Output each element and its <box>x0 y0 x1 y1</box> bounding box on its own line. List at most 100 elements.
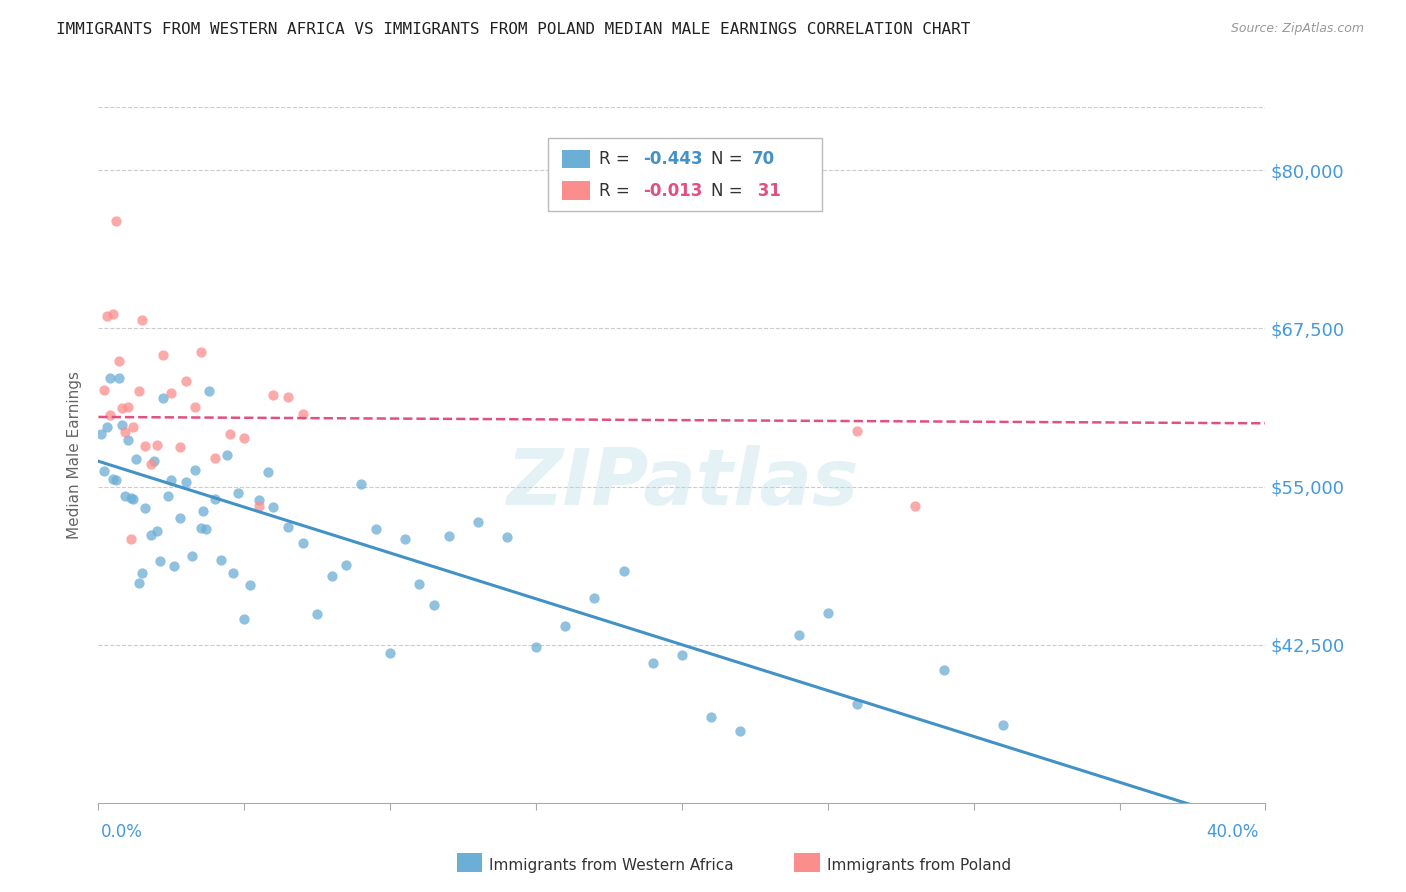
Point <box>641 656 664 670</box>
Point <box>321 568 343 582</box>
Point <box>139 458 162 472</box>
Point <box>180 549 202 563</box>
Text: 70: 70 <box>752 150 775 169</box>
Text: 40.0%: 40.0% <box>1206 822 1258 840</box>
Point <box>134 439 156 453</box>
Text: R =: R = <box>599 150 636 169</box>
Point <box>364 522 387 536</box>
Text: IMMIGRANTS FROM WESTERN AFRICA VS IMMIGRANTS FROM POLAND MEDIAN MALE EARNINGS CO: IMMIGRANTS FROM WESTERN AFRICA VS IMMIGR… <box>56 22 970 37</box>
Point <box>1108 812 1130 826</box>
Point <box>108 354 131 368</box>
Point <box>183 401 205 415</box>
Text: N =: N = <box>711 150 748 169</box>
Point <box>524 640 547 654</box>
Point <box>183 463 205 477</box>
Point <box>380 646 402 660</box>
Point <box>104 473 127 487</box>
Point <box>160 473 183 487</box>
Point <box>93 384 115 398</box>
Point <box>134 500 156 515</box>
Point <box>157 489 180 503</box>
Point <box>101 307 124 321</box>
Text: Immigrants from Western Africa: Immigrants from Western Africa <box>489 858 734 872</box>
Bar <box>548 138 823 211</box>
Text: N =: N = <box>711 182 748 200</box>
Point <box>218 427 240 442</box>
Point <box>104 214 127 228</box>
Point <box>93 464 115 478</box>
Text: ZIPatlas: ZIPatlas <box>506 445 858 521</box>
Point <box>204 450 226 465</box>
Point <box>120 532 142 546</box>
Text: -0.443: -0.443 <box>644 150 703 169</box>
Point <box>198 384 221 398</box>
Point <box>262 500 284 514</box>
Point <box>846 424 869 438</box>
Point <box>277 390 299 404</box>
Point <box>554 618 576 632</box>
Point <box>90 426 112 441</box>
Point <box>700 710 723 724</box>
Point <box>496 530 519 544</box>
Point <box>437 529 460 543</box>
Point <box>96 420 118 434</box>
Point <box>195 523 218 537</box>
Bar <box>562 150 589 169</box>
Text: Immigrants from Poland: Immigrants from Poland <box>827 858 1011 872</box>
Point <box>122 491 145 506</box>
Point <box>120 491 142 505</box>
Point <box>101 472 124 486</box>
Point <box>152 349 174 363</box>
Point <box>787 628 810 642</box>
Point <box>117 401 139 415</box>
Point <box>307 607 329 622</box>
Point <box>239 577 262 591</box>
Point <box>408 577 430 591</box>
Point <box>277 520 299 534</box>
Point <box>174 374 197 388</box>
Point <box>131 313 153 327</box>
Point <box>139 528 162 542</box>
Point <box>108 371 131 385</box>
Point <box>131 566 153 581</box>
Point <box>96 309 118 323</box>
Point <box>174 475 197 490</box>
Point <box>122 420 145 434</box>
Point <box>991 718 1014 732</box>
Point <box>152 391 174 405</box>
Point <box>612 564 634 578</box>
Point <box>583 591 606 606</box>
Point <box>730 724 752 739</box>
Point <box>817 607 839 621</box>
Point <box>114 489 136 503</box>
Point <box>128 576 150 591</box>
Point <box>233 432 256 446</box>
Text: R =: R = <box>599 182 636 200</box>
Point <box>228 486 250 500</box>
Point <box>98 371 121 385</box>
Point <box>904 499 927 513</box>
Point <box>190 345 212 359</box>
Point <box>146 524 169 539</box>
Point <box>128 384 150 398</box>
Point <box>146 438 169 452</box>
Point <box>169 440 191 454</box>
Point <box>934 663 956 677</box>
Point <box>125 452 148 467</box>
Point <box>335 558 357 573</box>
Bar <box>562 181 589 200</box>
Point <box>350 476 373 491</box>
Point <box>111 417 134 432</box>
Text: 0.0%: 0.0% <box>101 822 143 840</box>
Point <box>221 566 243 580</box>
Point <box>149 554 172 568</box>
Point <box>394 532 416 546</box>
Point <box>233 612 256 626</box>
Point <box>114 425 136 440</box>
Point <box>291 407 314 421</box>
Point <box>163 559 186 574</box>
Point <box>204 491 226 506</box>
Text: Source: ZipAtlas.com: Source: ZipAtlas.com <box>1230 22 1364 36</box>
Point <box>846 697 869 711</box>
Point <box>160 385 183 400</box>
